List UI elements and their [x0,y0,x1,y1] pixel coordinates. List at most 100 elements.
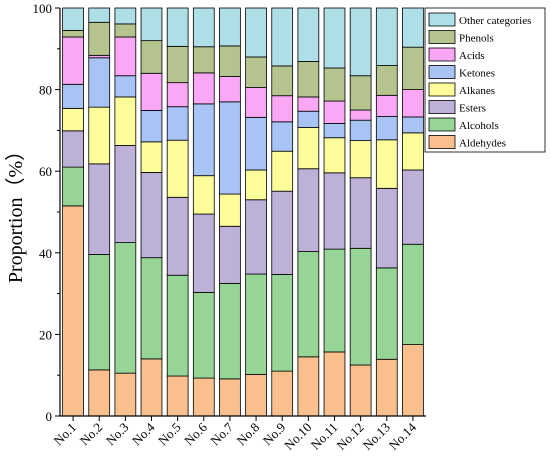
bar-segment-ketones-no12 [349,119,372,141]
bar-segment-esters-no1 [62,130,84,168]
bar-segment-esters-no11 [323,172,346,250]
bar-segment-alkanes-no4 [140,141,163,173]
bar-segment-alcohols-no12 [349,247,372,366]
bar-segment-ketones-no2 [88,57,111,108]
bar-segment-other-categories-no3 [114,7,137,25]
x-tick-label: No.6 [181,419,210,448]
bar-segment-alcohols-no5 [166,274,189,377]
bar-segment-alcohols-no1 [62,166,84,207]
bar-segment-acids-no5 [166,82,189,108]
bar-segment-ketones-no13 [375,116,398,141]
bar-segment-alkanes-no6 [192,175,215,215]
bar-segment-phenols-no5 [166,45,189,84]
x-tick-label: No.5 [155,420,184,449]
x-tick-label: No.12 [333,420,366,453]
x-tick-label: No.10 [281,420,314,453]
bar-segment-esters-no6 [192,213,215,293]
bar-segment-alkanes-no13 [375,139,398,189]
bar-segment-ketones-no5 [166,106,189,141]
bar-segment-alcohols-no13 [375,267,398,360]
bar-segment-other-categories-no10 [297,7,320,62]
bar-segment-phenols-no4 [140,40,163,74]
bar-segment-alcohols-no10 [297,251,320,358]
bar-segment-other-categories-no9 [271,7,294,67]
y-tick-label: 0 [46,409,53,424]
legend-label-aldehydes: Aldehydes [459,138,506,150]
x-tick-label: No.11 [308,420,341,453]
bar-segment-aldehydes-no5 [166,375,189,417]
bar-segment-other-categories-no12 [349,7,372,77]
bar-segment-ketones-no1 [62,83,84,109]
legend-swatch-other-categories [428,12,456,27]
bar-segment-other-categories-no14 [402,7,424,48]
bar-segment-acids-no9 [271,95,294,123]
bar-segment-ketones-no10 [297,110,320,128]
bar-segment-alkanes-no3 [114,96,137,146]
bar-segment-aldehydes-no1 [62,205,84,417]
bar-segment-alcohols-no9 [271,274,294,372]
legend-swatch-aldehydes [428,135,456,149]
bar-segment-alkanes-no1 [62,107,84,132]
bar-segment-acids-no1 [62,36,84,85]
bar-segment-aldehydes-no3 [114,372,137,417]
bar-segment-aldehydes-no6 [192,377,215,417]
bar-segment-alkanes-no9 [271,150,294,192]
x-tick-label: No.8 [233,420,262,449]
bar-segment-esters-no4 [140,172,163,259]
bar-segment-phenols-no13 [375,65,398,96]
bar-segment-acids-no10 [297,96,320,112]
bar-segment-ketones-no4 [140,110,163,143]
bar-segment-aldehydes-no9 [271,370,294,417]
y-tick-label: 40 [39,246,52,261]
bar-segment-esters-no2 [88,163,111,255]
legend-label-alkanes: Alkanes [459,85,495,97]
legend-label-acids: Acids [459,50,485,62]
bar-segment-phenols-no10 [297,61,320,98]
bar-segment-phenols-no11 [323,67,346,102]
bar-segment-acids-no11 [323,100,346,124]
bar-segment-aldehydes-no2 [88,369,111,417]
legend-label-esters: Esters [459,103,486,115]
bar-segment-esters-no13 [375,187,398,269]
bar-segment-esters-no5 [166,196,189,276]
bar-segment-phenols-no9 [271,65,294,97]
bar-segment-alkanes-no14 [402,132,424,171]
legend-swatch-acids [428,47,456,62]
bar-segment-esters-no8 [245,199,267,275]
bar-segment-other-categories-no2 [88,7,111,23]
bar-segment-phenols-no14 [402,46,424,90]
bar-segment-acids-no8 [245,87,267,118]
bar-segment-alcohols-no8 [245,273,267,375]
bar-segment-acids-no12 [349,109,372,121]
bar-segment-esters-no9 [271,190,294,275]
x-tick-label: No.13 [360,420,393,453]
bar-segment-ketones-no3 [114,75,137,98]
bar-segment-acids-no3 [114,36,137,77]
bar-segment-ketones-no14 [402,116,424,134]
bar-segment-phenols-no6 [192,46,215,74]
bar-segment-aldehydes-no13 [375,358,398,417]
bar-segment-alkanes-no2 [88,106,111,165]
bar-segment-aldehydes-no4 [140,358,163,417]
bar-segment-esters-no3 [114,145,137,243]
bar-segment-ketones-no6 [192,103,215,177]
x-tick-label: No.3 [103,420,132,449]
legend-swatch-alcohols [428,117,456,132]
bar-segment-phenols-no2 [88,21,111,56]
bar-segment-acids-no4 [140,72,163,111]
bar-segment-other-categories-no4 [140,7,163,42]
bar-segment-alcohols-no3 [114,242,137,374]
bar-segment-ketones-no8 [245,116,267,171]
legend-label-ketones: Ketones [459,68,495,80]
legend: Other categories Phenols Acids Ketones Alkan… [424,7,546,153]
legend-swatch-esters [428,100,456,114]
bar-segment-alkanes-no5 [166,139,189,198]
bar-segment-acids-no6 [192,72,215,105]
bar-segment-aldehydes-no11 [323,351,346,417]
x-tick-label: No.2 [77,420,106,449]
bar-segment-aldehydes-no12 [349,364,372,417]
bars-layer [62,7,424,417]
bar-segment-other-categories-no1 [62,7,84,31]
legend-label-other-categories: Other categories [459,15,531,27]
